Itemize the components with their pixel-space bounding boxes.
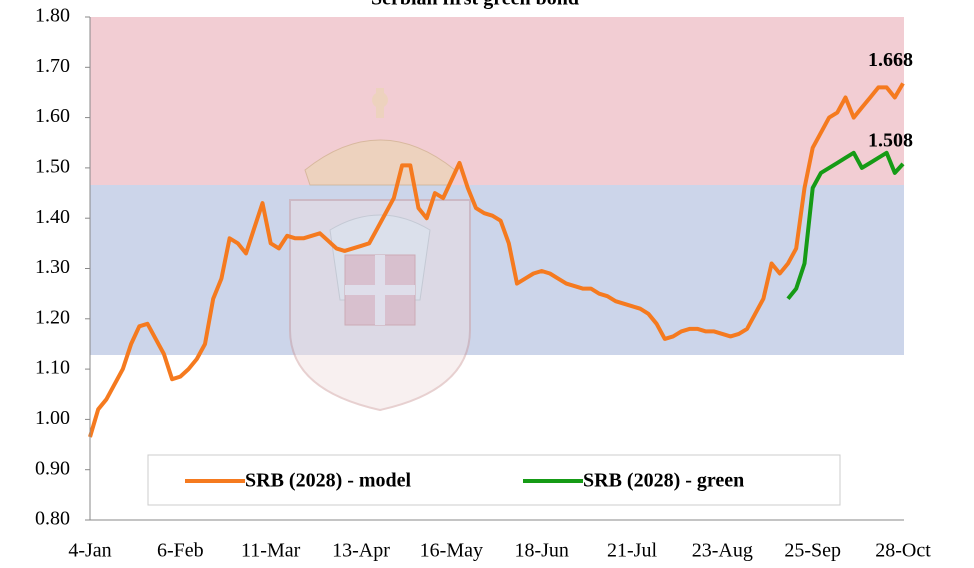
y-tick-label: 1.60 (35, 105, 70, 127)
y-tick-label: 1.50 (35, 155, 70, 177)
data-label: 1.508 (868, 129, 913, 151)
x-tick-label: 11-Mar (241, 540, 301, 562)
y-tick-label: 1.30 (35, 256, 70, 278)
legend-label: SRB (2028) - model (245, 470, 412, 492)
x-tick-label: 13-Apr (332, 540, 390, 562)
x-tick-label: 18-Jun (514, 540, 568, 562)
y-tick-label: 0.90 (35, 457, 70, 479)
x-tick-label: 28-Oct (875, 540, 931, 562)
y-tick-label: 1.80 (35, 5, 70, 27)
y-tick-label: 0.80 (35, 508, 70, 530)
y-tick-label: 1.10 (35, 357, 70, 379)
x-tick-label: 6-Feb (157, 540, 204, 562)
y-tick-label: 1.00 (35, 407, 70, 429)
flag-background (90, 17, 904, 410)
x-tick-label: 25-Sep (784, 540, 841, 562)
x-tick-label: 23-Aug (692, 540, 753, 562)
y-tick-label: 1.70 (35, 55, 70, 77)
x-tick-label: 16-May (420, 540, 483, 562)
chart-title: Serbian first green bond (371, 0, 579, 10)
y-tick-label: 1.40 (35, 206, 70, 228)
x-tick-label: 4-Jan (68, 540, 111, 562)
data-label: 1.668 (868, 49, 913, 71)
x-tick-label: 21-Jul (607, 540, 657, 562)
y-tick-label: 1.20 (35, 306, 70, 328)
chart: Serbian first green bond 0.80 0.90 1.00 1.1… (0, 0, 974, 568)
legend-label: SRB (2028) - green (583, 470, 744, 492)
